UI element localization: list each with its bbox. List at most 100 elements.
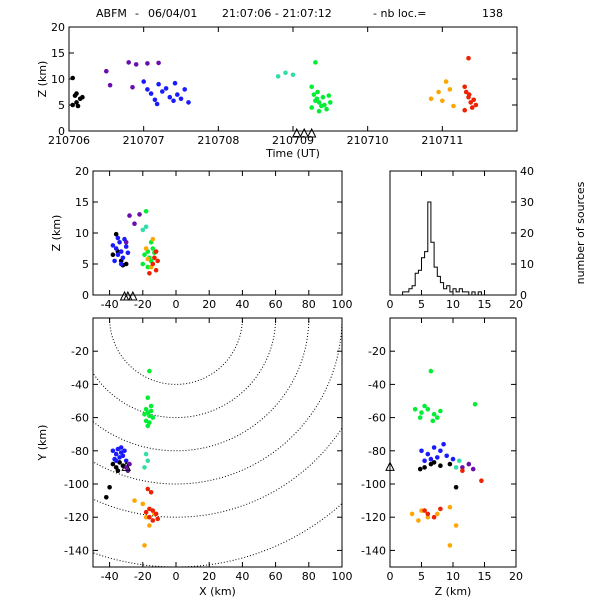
source-point bbox=[148, 490, 154, 495]
source-point bbox=[75, 103, 81, 109]
station-marker bbox=[291, 127, 302, 138]
source-point bbox=[142, 412, 147, 417]
source-point bbox=[160, 89, 165, 94]
title-count-label: - nb loc.= bbox=[373, 7, 426, 20]
histogram-bar bbox=[456, 292, 459, 295]
histogram-bar bbox=[418, 270, 421, 295]
source-point bbox=[147, 514, 152, 520]
histogram-bar bbox=[434, 267, 437, 295]
source-point bbox=[70, 75, 75, 81]
source-point bbox=[152, 97, 158, 103]
station-marker bbox=[385, 461, 395, 471]
source-point bbox=[123, 458, 129, 464]
source-point bbox=[120, 453, 126, 459]
source-point bbox=[150, 236, 156, 242]
source-point bbox=[115, 252, 121, 257]
source-point bbox=[316, 100, 322, 105]
source-point bbox=[155, 258, 160, 264]
source-point bbox=[148, 408, 154, 414]
x-tick-label: 5 bbox=[418, 570, 425, 583]
source-point bbox=[322, 102, 327, 108]
source-point bbox=[438, 463, 443, 469]
source-point bbox=[74, 100, 79, 105]
histogram-bar bbox=[444, 289, 447, 295]
source-point bbox=[431, 412, 437, 417]
source-point bbox=[107, 82, 113, 88]
histogram-bar bbox=[409, 289, 412, 295]
source-point bbox=[127, 213, 132, 218]
y-axis-label: Z (km) bbox=[50, 215, 63, 252]
histogram-bar bbox=[431, 242, 434, 295]
source-point bbox=[453, 465, 459, 470]
source-point bbox=[441, 441, 446, 447]
x-tick-label: 0 bbox=[173, 570, 180, 583]
y-tick-label: -100 bbox=[361, 478, 386, 491]
source-point bbox=[328, 100, 333, 105]
source-point bbox=[145, 256, 151, 262]
source-point bbox=[150, 508, 156, 513]
source-point bbox=[453, 485, 459, 490]
x-tick-label: 100 bbox=[332, 570, 353, 583]
source-point bbox=[80, 94, 85, 100]
source-point bbox=[132, 221, 137, 226]
source-point bbox=[419, 410, 424, 415]
source-point bbox=[141, 79, 146, 84]
x-tick-label: 210711 bbox=[421, 134, 463, 147]
source-point bbox=[110, 252, 116, 257]
y-tick-label: 0 bbox=[82, 289, 89, 302]
y-tick-label: 20 bbox=[51, 21, 65, 34]
source-point bbox=[74, 91, 79, 96]
x-tick-label: 10 bbox=[446, 570, 460, 583]
x-tick-label: 20 bbox=[202, 570, 216, 583]
source-point bbox=[70, 102, 75, 108]
y-tick-label: 30 bbox=[520, 196, 534, 209]
source-point bbox=[425, 407, 431, 412]
source-point bbox=[453, 523, 459, 528]
histogram-bar bbox=[403, 292, 406, 295]
source-point bbox=[313, 60, 318, 65]
source-point bbox=[132, 498, 137, 503]
source-point bbox=[154, 101, 160, 107]
histogram-bar bbox=[472, 292, 475, 295]
y-tick-label: -80 bbox=[71, 445, 89, 458]
source-point bbox=[143, 509, 149, 515]
source-point bbox=[143, 451, 149, 457]
source-point bbox=[462, 84, 468, 90]
source-point bbox=[438, 506, 443, 512]
y-tick-label: -60 bbox=[71, 412, 89, 425]
x-tick-label: 210706 bbox=[48, 134, 90, 147]
title-station: ABFM bbox=[96, 7, 127, 20]
histogram-bar bbox=[466, 292, 469, 295]
source-point bbox=[123, 244, 129, 249]
source-point bbox=[447, 543, 453, 548]
source-point bbox=[447, 461, 453, 467]
histogram-bar bbox=[462, 292, 465, 295]
source-point bbox=[443, 79, 449, 84]
title-time-range: 21:07:06 - 21:07:12 bbox=[222, 7, 332, 20]
histogram-bar bbox=[428, 202, 431, 295]
range-ring bbox=[93, 427, 342, 518]
source-point bbox=[107, 485, 112, 490]
y-tick-label: -40 bbox=[71, 378, 89, 391]
source-point bbox=[104, 68, 109, 74]
y-tick-label: 10 bbox=[75, 227, 89, 240]
title-separator: - bbox=[135, 7, 139, 20]
source-point bbox=[315, 89, 320, 95]
source-point bbox=[435, 455, 440, 460]
source-point bbox=[428, 368, 434, 374]
x-tick-label: 210710 bbox=[347, 134, 389, 147]
source-point bbox=[118, 445, 124, 450]
source-point bbox=[462, 107, 468, 113]
source-point bbox=[145, 395, 151, 401]
source-point bbox=[122, 236, 127, 242]
source-point bbox=[479, 478, 484, 484]
source-point bbox=[150, 261, 156, 267]
source-point bbox=[130, 85, 135, 90]
histogram-bar bbox=[450, 292, 453, 295]
x-tick-label: 60 bbox=[269, 570, 283, 583]
source-point bbox=[147, 523, 152, 528]
x-axis-label: Time (UT) bbox=[265, 147, 320, 160]
x-tick-label: 20 bbox=[202, 298, 216, 311]
station-marker bbox=[306, 127, 317, 138]
source-point bbox=[431, 514, 437, 520]
